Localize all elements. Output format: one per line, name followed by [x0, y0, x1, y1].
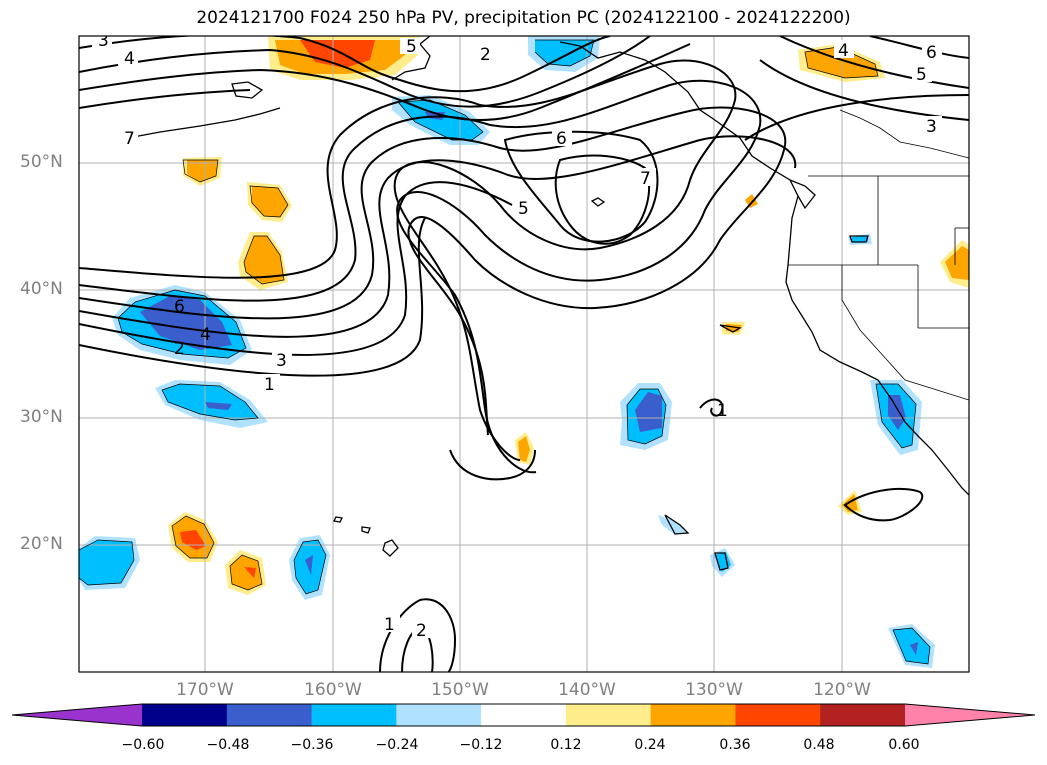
colorbar-tick: 0.12: [550, 737, 582, 753]
lon-label-160w: 160°W: [304, 680, 362, 700]
colorbar-tick: −0.48: [206, 737, 250, 753]
contour-label: 7: [640, 169, 651, 189]
coastlines: [127, 36, 969, 571]
contour-label: 6: [556, 129, 567, 149]
contour-label: 3: [926, 117, 937, 137]
contour-label: 4: [838, 41, 849, 61]
map-title: 2024121700 F024 250 hPa PV, precipitatio…: [196, 8, 851, 28]
colorbar-segment: [820, 704, 906, 726]
lat-label-40n: 40°N: [20, 279, 63, 299]
state-borders: [788, 109, 969, 401]
colorbar-tick: 0.48: [803, 737, 835, 753]
colorbar-tick: 0.60: [888, 737, 920, 753]
graticule: [79, 36, 969, 672]
lon-label-130w: 130°W: [685, 680, 743, 700]
colorbar-tick: −0.36: [290, 737, 334, 753]
lat-label-20n: 20°N: [20, 534, 63, 554]
precipitation-shading: [79, 36, 969, 668]
lon-label-150w: 150°W: [431, 680, 489, 700]
contour-label: 1: [264, 375, 275, 395]
lon-label-120w: 120°W: [813, 680, 871, 700]
colorbar-tick: −0.24: [375, 737, 419, 753]
colorbar-segment: [142, 704, 228, 726]
colorbar-tick: 0.36: [719, 737, 751, 753]
contour-label: 2: [416, 621, 427, 641]
contour-label: 2: [480, 45, 491, 65]
colorbar-outline: [11, 703, 1036, 727]
contour-label: 5: [518, 199, 529, 219]
contour-label: 1: [717, 401, 728, 421]
lat-label-30n: 30°N: [20, 407, 63, 427]
pv-contours: [79, 36, 969, 672]
colorbar: [11, 703, 1036, 727]
colorbar-tick: −0.60: [121, 737, 165, 753]
lon-label-170w: 170°W: [176, 680, 234, 700]
colorbar-tick: 0.24: [634, 737, 666, 753]
colorbar-segment: [650, 704, 736, 726]
lat-label-50n: 50°N: [20, 152, 63, 172]
colorbar-segment: [226, 704, 313, 726]
contour-label: 3: [98, 31, 109, 51]
colorbar-segment: [481, 704, 567, 726]
lon-label-140w: 140°W: [558, 680, 616, 700]
colorbar-extend-min: [12, 704, 142, 726]
contour-label: 4: [124, 49, 135, 69]
plot-frame: [78, 35, 970, 673]
contour-label: 1: [384, 615, 395, 635]
colorbar-segment: [311, 704, 397, 726]
contour-label: 5: [406, 37, 417, 57]
contour-label: 3: [276, 351, 287, 371]
contour-label: 4: [200, 325, 211, 345]
contour-label: 2: [174, 339, 185, 359]
contour-label: 6: [174, 297, 185, 317]
colorbar-extend-max: [905, 704, 1035, 726]
colorbar-segment: [735, 704, 821, 726]
colorbar-tick: −0.12: [459, 737, 503, 753]
contour-label: 5: [916, 65, 927, 85]
colorbar-segment: [396, 704, 482, 726]
contour-labels: 3 4 2 5 6 4 5 3 7 6 7 5 6 4 2: [92, 31, 942, 641]
contour-label: 7: [124, 129, 135, 149]
colorbar-segment: [565, 704, 652, 726]
contour-label: 6: [926, 43, 937, 63]
map-plot-area: 3 4 2 5 6 4 5 3 7 6 7 5 6 4 2: [79, 31, 969, 672]
